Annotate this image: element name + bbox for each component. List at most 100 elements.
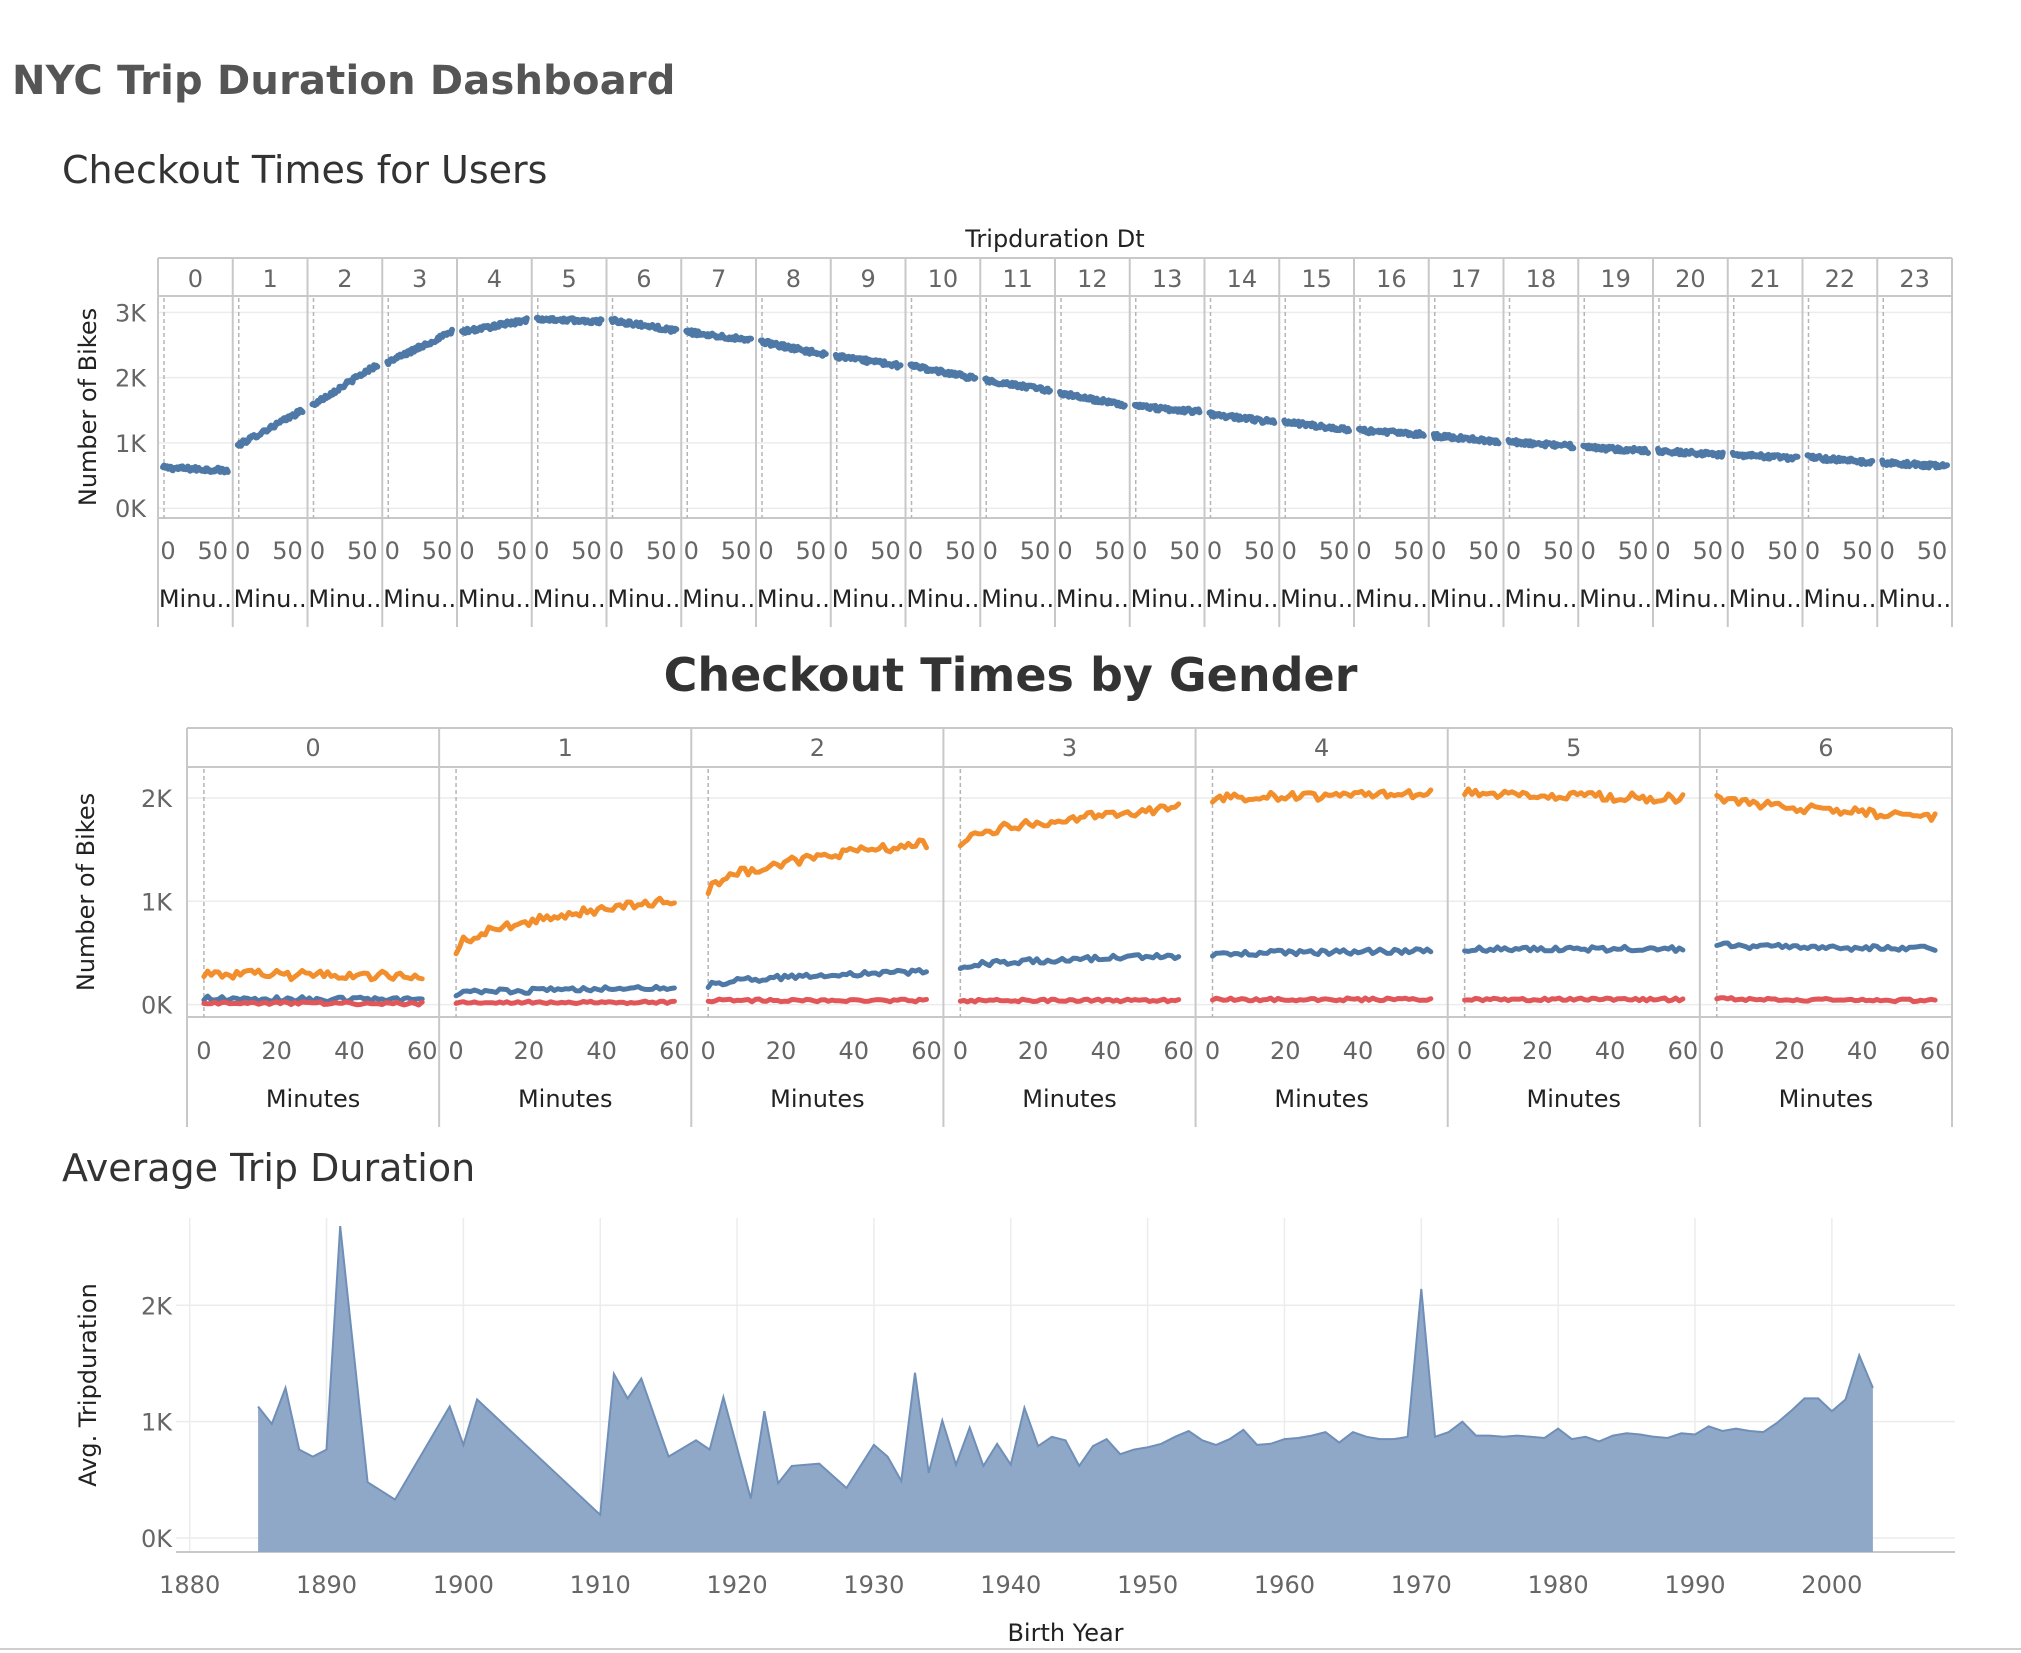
- x-axis-label: Minu..: [906, 585, 979, 613]
- x-axis-label: Minu..: [1205, 585, 1278, 613]
- y-tick-label: 0K: [115, 495, 147, 523]
- x-tick-label: 50: [1468, 537, 1499, 565]
- x-tick-label: 60: [911, 1037, 942, 1065]
- x-tick-label: 50: [422, 537, 453, 565]
- x-axis-label: Minu..: [533, 585, 606, 613]
- blue-series-line-panel-4: [1210, 946, 1434, 959]
- panel-header-label: 6: [1818, 734, 1833, 762]
- x-tick-label: 60: [1416, 1037, 1447, 1065]
- x-tick-label: 0: [684, 537, 699, 565]
- x-tick-label: 0: [385, 537, 400, 565]
- x-tick-label: 0: [1057, 537, 1072, 565]
- y-tick-label: 1K: [141, 1409, 173, 1437]
- x-tick-label: 50: [721, 537, 752, 565]
- series-line-panel-14: [1206, 409, 1278, 426]
- x-tick-label: 1960: [1254, 1571, 1315, 1599]
- x-tick-label: 20: [1018, 1037, 1049, 1065]
- red-series-line-panel-2: [705, 996, 929, 1005]
- x-tick-label: 0: [1431, 537, 1446, 565]
- orange-series-line-panel-2: [705, 837, 929, 896]
- series-line-panel-15: [1281, 417, 1352, 435]
- orange-series-line-panel-5: [1462, 786, 1686, 805]
- series-line-panel-2: [309, 362, 381, 409]
- x-tick-label: 40: [586, 1037, 617, 1065]
- panel-header-label: 11: [1002, 265, 1033, 293]
- x-tick-label: 0: [310, 537, 325, 565]
- x-tick-label: 0: [833, 537, 848, 565]
- panel-header-label: 10: [928, 265, 959, 293]
- x-tick-label: 50: [1020, 537, 1051, 565]
- x-axis-label: Minutes: [1779, 1085, 1873, 1113]
- area-fill: [258, 1226, 1873, 1552]
- x-tick-label: 0: [701, 1037, 716, 1065]
- x-tick-label: 1910: [570, 1571, 631, 1599]
- x-tick-label: 50: [496, 537, 527, 565]
- x-tick-label: 50: [272, 537, 303, 565]
- panel-header-label: 21: [1750, 265, 1781, 293]
- x-tick-label: 50: [795, 537, 826, 565]
- x-tick-label: 0: [196, 1037, 211, 1065]
- series-line-panel-23: [1879, 457, 1950, 471]
- x-axis-label: Minu..: [1280, 585, 1353, 613]
- red-series-line-panel-0: [201, 999, 425, 1008]
- x-tick-label: 50: [571, 537, 602, 565]
- blue-series-line-panel-2: [705, 967, 929, 990]
- y-tick-label: 2K: [115, 365, 147, 393]
- panel-header-label: 18: [1526, 265, 1557, 293]
- panel-header-label: 20: [1675, 265, 1706, 293]
- panel-header-label: 0: [305, 734, 320, 762]
- users-chart-title: Checkout Times for Users: [62, 148, 548, 192]
- y-axis-label: Number of Bikes: [72, 793, 100, 991]
- x-axis-label: Minutes: [1274, 1085, 1368, 1113]
- y-tick-label: 2K: [141, 785, 173, 813]
- panel-header-label: 3: [412, 265, 427, 293]
- x-tick-label: 50: [1767, 537, 1798, 565]
- x-tick-label: 0: [1805, 537, 1820, 565]
- bottom-divider: [0, 1648, 2021, 1650]
- panel-header-label: 1: [558, 734, 573, 762]
- x-tick-label: 50: [1618, 537, 1649, 565]
- x-tick-label: 0: [448, 1037, 463, 1065]
- x-tick-label: 1980: [1528, 1571, 1589, 1599]
- series-line-panel-8: [758, 337, 829, 359]
- x-tick-label: 0: [235, 537, 250, 565]
- x-tick-label: 1900: [433, 1571, 494, 1599]
- x-tick-label: 20: [1270, 1037, 1301, 1065]
- y-tick-label: 0K: [141, 992, 173, 1020]
- x-axis-label: Minu..: [1729, 585, 1802, 613]
- y-axis-label: Avg. Tripduration: [74, 1283, 102, 1487]
- x-tick-label: 0: [908, 537, 923, 565]
- x-tick-label: 50: [1169, 537, 1200, 565]
- x-tick-label: 50: [1842, 537, 1873, 565]
- x-tick-label: 50: [197, 537, 228, 565]
- y-tick-label: 3K: [115, 299, 147, 327]
- x-axis-label: Minutes: [770, 1085, 864, 1113]
- blue-series-line-panel-5: [1462, 943, 1686, 954]
- x-tick-label: 0: [1207, 537, 1222, 565]
- series-line-panel-3: [384, 326, 455, 368]
- panel-header-label: 14: [1227, 265, 1258, 293]
- x-tick-label: 50: [1917, 537, 1948, 565]
- panel-header-label: 12: [1077, 265, 1108, 293]
- x-tick-label: 0: [953, 1037, 968, 1065]
- x-tick-label: 1920: [707, 1571, 768, 1599]
- panel-header-label: 6: [636, 265, 651, 293]
- red-series-line-panel-5: [1462, 995, 1686, 1004]
- x-axis-label: Minu..: [1504, 585, 1577, 613]
- x-tick-label: 50: [646, 537, 677, 565]
- panel-header-label: 8: [786, 265, 801, 293]
- x-tick-label: 60: [1920, 1037, 1951, 1065]
- series-line-panel-1: [234, 406, 306, 449]
- series-line-panel-0: [160, 462, 231, 476]
- blue-series-line-panel-1: [453, 983, 677, 999]
- x-tick-label: 50: [1393, 537, 1424, 565]
- x-axis-label: Minu..: [981, 585, 1054, 613]
- x-tick-label: 40: [1847, 1037, 1878, 1065]
- orange-series-line-panel-4: [1210, 787, 1434, 805]
- x-axis-label: Minu..: [1056, 585, 1129, 613]
- series-line-panel-16: [1356, 425, 1427, 440]
- red-series-line-panel-4: [1210, 995, 1434, 1004]
- dashboard-title: NYC Trip Duration Dashboard: [12, 58, 676, 104]
